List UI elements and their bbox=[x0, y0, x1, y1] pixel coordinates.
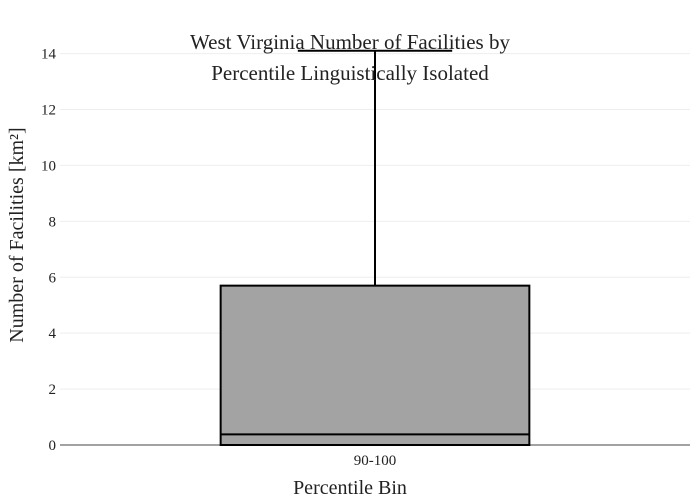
y-tick-label-6: 6 bbox=[49, 270, 57, 286]
y-tick-label-4: 4 bbox=[49, 326, 57, 342]
x-axis-title: Percentile Bin bbox=[293, 477, 407, 499]
y-tick-label-2: 2 bbox=[49, 382, 57, 398]
chart-title-line-2: Percentile Linguistically Isolated bbox=[211, 61, 489, 85]
box-layer bbox=[219, 49, 531, 446]
x-tick-labels: 90-100 bbox=[354, 453, 397, 469]
iqr-box bbox=[219, 284, 531, 446]
y-tick-label-0: 0 bbox=[49, 438, 57, 454]
y-tick-label-12: 12 bbox=[41, 103, 56, 119]
y-tick-label-14: 14 bbox=[41, 47, 57, 63]
box-90-100 bbox=[219, 49, 531, 446]
y-tick-labels: 0 2 4 6 8 10 12 14 bbox=[41, 47, 57, 454]
y-tick-label-10: 10 bbox=[41, 158, 56, 174]
x-tick-label-90-100: 90-100 bbox=[354, 453, 397, 469]
y-tick-label-8: 8 bbox=[49, 214, 57, 230]
y-axis-title: Number of Facilities [km²] bbox=[6, 127, 28, 342]
chart-title-line-1: West Virginia Number of Facilities by bbox=[190, 30, 510, 54]
